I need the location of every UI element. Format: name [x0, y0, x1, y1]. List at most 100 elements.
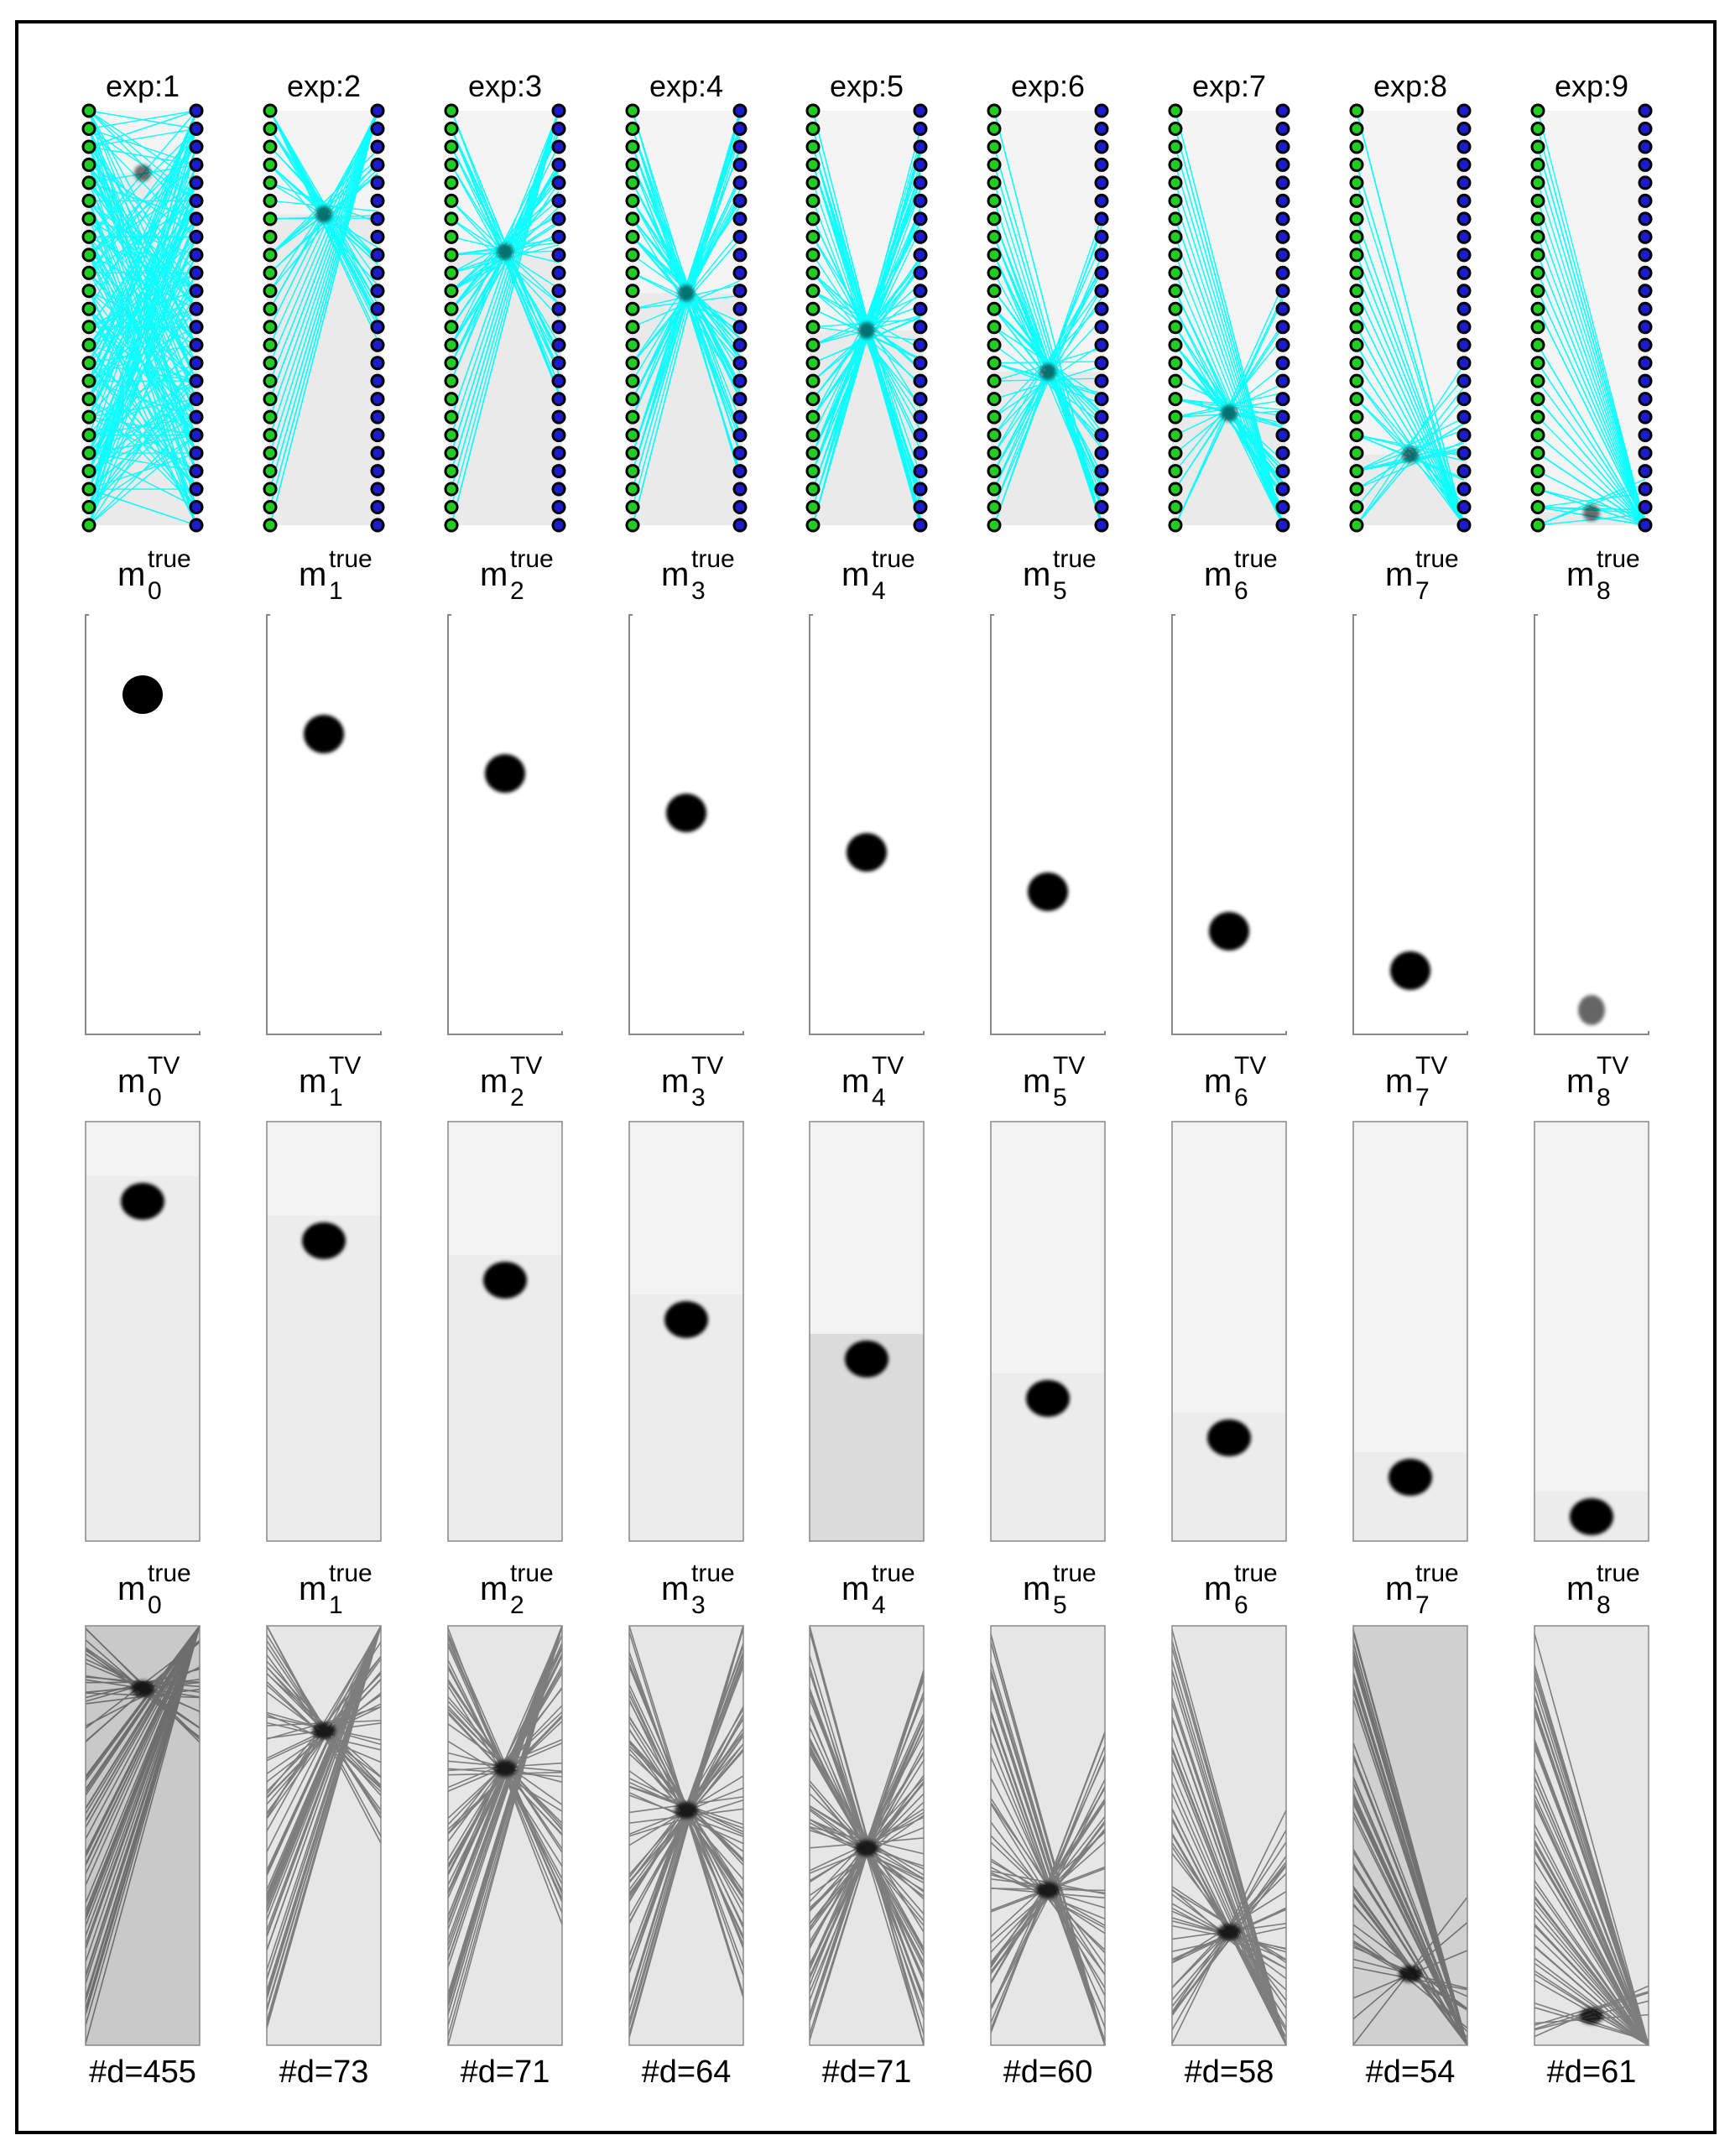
true-label-sub: 4 [872, 577, 886, 605]
receiver-marker [189, 373, 204, 388]
source-marker [805, 301, 821, 316]
receiver-marker [1094, 320, 1109, 335]
true2-label-sub: 4 [872, 1591, 886, 1619]
source-marker [1349, 193, 1364, 208]
tv-label-sup: TV [510, 1052, 542, 1080]
receiver-marker [1456, 518, 1472, 533]
tv-label-3: m TV 2 [480, 1052, 542, 1112]
true-label-sup: true [1053, 545, 1097, 573]
receiver-marker [1638, 247, 1653, 263]
receiver-marker [189, 392, 204, 407]
source-marker [444, 445, 459, 461]
true2-label-sub: 3 [691, 1591, 706, 1619]
source-marker [805, 284, 821, 299]
true-label-sup: true [148, 545, 191, 573]
receiver-marker [370, 157, 385, 172]
receiver-marker [1456, 301, 1472, 316]
density-lines [85, 1625, 201, 2044]
receiver-marker [732, 247, 748, 263]
receiver-marker [913, 301, 928, 316]
source-marker [81, 392, 96, 407]
source-marker [81, 284, 96, 299]
source-marker [263, 265, 278, 280]
source-marker [81, 409, 96, 424]
source-marker [987, 247, 1002, 263]
ray-geometry-panel-4 [625, 103, 748, 533]
source-marker [1530, 500, 1545, 515]
source-marker [625, 229, 640, 244]
source-marker [1530, 121, 1545, 136]
true2-label-base: m [1385, 1570, 1413, 1607]
receiver-marker [189, 284, 204, 299]
tv-label-sub: 4 [872, 1084, 886, 1112]
receiver-marker [1275, 320, 1290, 335]
source-marker [625, 392, 640, 407]
receiver-marker [1094, 121, 1109, 136]
true-label-2: m true 1 [299, 545, 373, 605]
receiver-marker [1094, 373, 1109, 388]
source-marker [263, 193, 278, 208]
source-marker [1168, 518, 1183, 533]
experiment-label-9: exp:9 [1555, 69, 1628, 103]
anomaly-true [1209, 912, 1249, 950]
true-label-sub: 3 [691, 577, 706, 605]
tv-label-5: m TV 4 [841, 1052, 904, 1112]
source-marker [1168, 229, 1183, 244]
true-label-sup: true [872, 545, 915, 573]
receiver-marker [732, 103, 748, 118]
tv-label-base: m [480, 1063, 508, 1100]
tv-label-1: m TV 0 [117, 1052, 180, 1112]
source-marker [805, 373, 821, 388]
source-marker [81, 428, 96, 443]
true2-label-4: m true 3 [661, 1560, 735, 1619]
tv-model-panel-1 [85, 1121, 201, 1542]
receiver-marker [1094, 518, 1109, 533]
source-marker [1168, 428, 1183, 443]
receiver-marker [1275, 445, 1290, 461]
source-marker [625, 500, 640, 515]
receiver-marker [1275, 337, 1290, 352]
source-marker [81, 229, 96, 244]
receiver-marker [1094, 337, 1109, 352]
source-marker [987, 320, 1002, 335]
receiver-marker [189, 337, 204, 352]
receiver-marker [189, 229, 204, 244]
true-label-sub: 8 [1597, 577, 1611, 605]
source-marker [1168, 265, 1183, 280]
source-marker [1349, 428, 1364, 443]
source-marker [263, 445, 278, 461]
true2-label-base: m [480, 1570, 508, 1607]
source-marker [81, 500, 96, 515]
receiver-marker [189, 139, 204, 154]
true2-label-sup: true [691, 1560, 735, 1587]
anomaly-tv [1570, 1498, 1613, 1535]
source-marker [987, 284, 1002, 299]
true-label-sup: true [691, 545, 735, 573]
source-marker [1349, 139, 1364, 154]
source-marker [625, 139, 640, 154]
receiver-marker [189, 428, 204, 443]
experiment-label-6: exp:6 [1011, 69, 1085, 103]
tv-label-sub: 3 [691, 1084, 706, 1112]
source-marker [1530, 337, 1545, 352]
source-marker [1168, 211, 1183, 227]
receiver-marker [370, 193, 385, 208]
experiment-label-4: exp:4 [649, 69, 723, 103]
true2-label-8: m true 7 [1385, 1560, 1459, 1619]
anomaly-true [304, 715, 344, 753]
true-label-3: m true 2 [480, 545, 554, 605]
receiver-marker [1094, 139, 1109, 154]
source-marker [625, 301, 640, 316]
source-marker [1530, 356, 1545, 371]
true2-label-sup: true [872, 1560, 915, 1587]
receiver-marker [1275, 518, 1290, 533]
true-model-panel-8 [1352, 614, 1468, 1035]
ray-geometry-panel-5 [805, 103, 928, 533]
tv-label-sub: 2 [510, 1084, 524, 1112]
receiver-marker [189, 445, 204, 461]
anomaly-true [122, 675, 163, 714]
source-marker [263, 337, 278, 352]
receiver-marker [189, 464, 204, 479]
receiver-marker [551, 445, 566, 461]
receiver-marker [551, 139, 566, 154]
